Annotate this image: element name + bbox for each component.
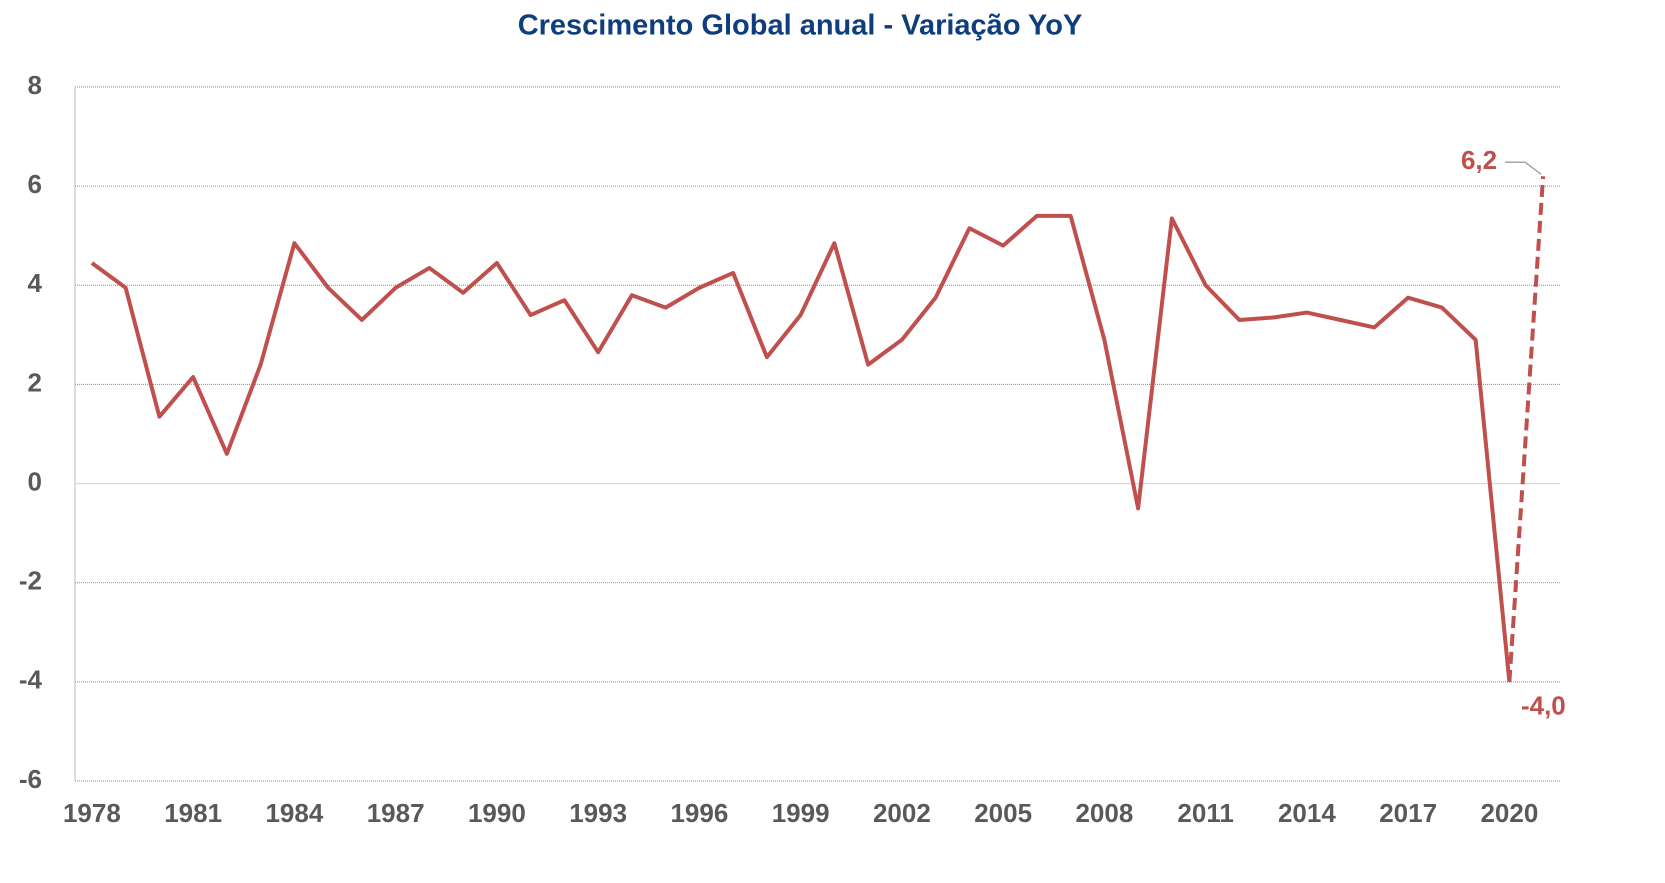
y-tick-label: 4 [28,268,43,298]
y-tick-label: -4 [19,665,43,695]
y-tick-label: 0 [28,466,42,496]
x-tick-label: 2002 [873,798,931,828]
y-tick-label: -2 [19,566,42,596]
y-tick-label: 2 [28,367,42,397]
x-tick-label: 1987 [367,798,425,828]
x-tick-label: 2020 [1480,798,1538,828]
chart-title: Crescimento Global anual - Variação YoY [518,10,1083,42]
x-tick-label: 1999 [772,798,830,828]
x-tick-label: 2014 [1278,798,1336,828]
x-tick-label: 1993 [569,798,627,828]
x-tick-label: 2011 [1177,798,1233,828]
projection-line [1507,176,1546,682]
x-tick-label: 1981 [164,798,222,828]
x-tick-label: 1996 [670,798,728,828]
x-tick-label: 2017 [1379,798,1437,828]
y-tick-label: 6 [28,169,42,199]
x-tick-label: 1990 [468,798,526,828]
x-tick-label: 2008 [1075,798,1133,828]
leader-line [1505,161,1542,175]
y-tick-label: -6 [19,764,42,794]
data-label: -4,0 [1521,691,1566,721]
data-label: 6,2 [1461,145,1497,175]
data-line [90,213,1512,683]
y-tick-label: 8 [28,70,42,100]
x-tick-label: 1984 [265,798,323,828]
x-tick-label: 1978 [63,798,121,828]
x-tick-label: 2005 [974,798,1032,828]
